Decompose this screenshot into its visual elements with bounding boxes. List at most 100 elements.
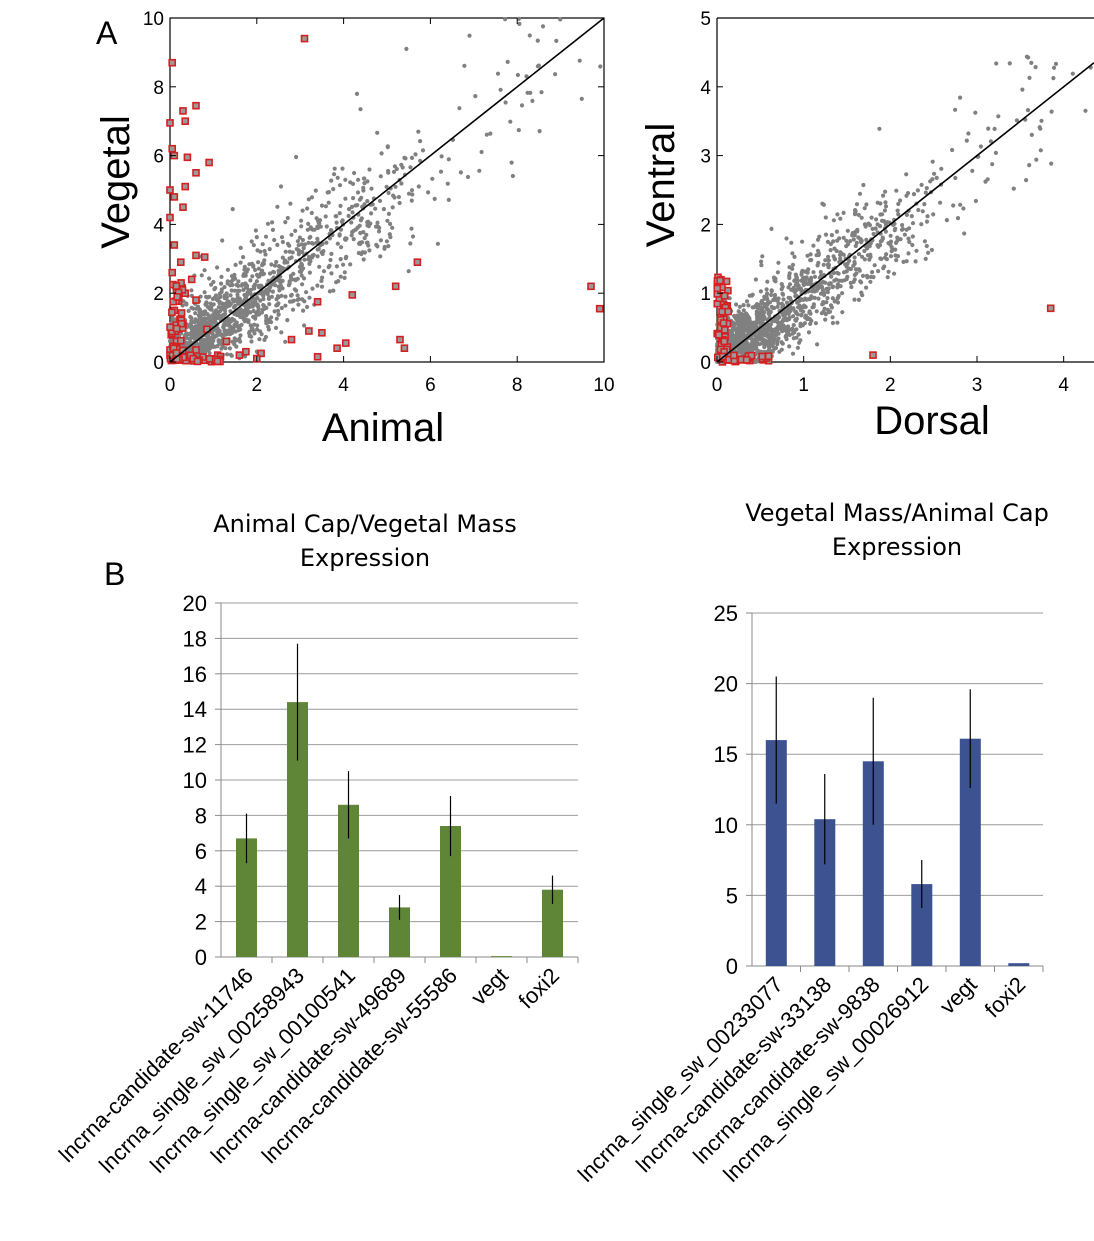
data-point: [409, 198, 414, 203]
data-point: [213, 285, 218, 291]
chart-title-line-1: Animal Cap/Vegetal Mass: [213, 510, 517, 538]
data-point: [274, 259, 279, 265]
data-point: [296, 243, 301, 248]
data-point: [830, 284, 836, 289]
data-point: [822, 306, 827, 311]
data-point: [736, 334, 742, 340]
data-point: [381, 207, 386, 212]
data-point: [361, 185, 366, 190]
data-point: [279, 235, 285, 240]
data-point: [251, 314, 256, 319]
data-point: [884, 252, 889, 257]
data-point: [338, 227, 344, 232]
data-point: [811, 302, 817, 307]
data-point: [794, 316, 799, 321]
data-point: [769, 288, 774, 293]
data-point: [354, 91, 360, 96]
data-point: [249, 239, 254, 244]
data-point: [310, 253, 315, 258]
data-point: [317, 264, 322, 269]
chart-title-line-2: Expression: [300, 544, 430, 572]
data-point: [835, 270, 840, 275]
data-point: [994, 61, 999, 66]
data-point: [856, 252, 862, 257]
data-point: [790, 266, 795, 271]
data-point: [773, 279, 778, 284]
data-point: [961, 206, 966, 211]
y-tick-label: 0: [153, 353, 164, 374]
data-point: [230, 316, 235, 321]
highlight-point: [724, 307, 732, 316]
data-point: [837, 259, 842, 265]
data-point: [304, 290, 309, 295]
data-point: [973, 110, 978, 115]
data-point: [335, 175, 340, 180]
data-point: [327, 289, 332, 294]
data-point: [823, 258, 828, 263]
data-point: [228, 293, 233, 298]
data-point: [931, 212, 936, 217]
data-point: [923, 256, 928, 261]
data-point: [823, 215, 828, 220]
data-point: [992, 126, 997, 131]
data-point: [309, 241, 314, 246]
data-point: [910, 234, 915, 239]
data-point: [733, 326, 738, 331]
data-point: [823, 232, 829, 237]
bar: [287, 702, 308, 957]
data-point: [870, 226, 875, 231]
data-point: [1051, 76, 1056, 81]
data-point: [378, 174, 383, 179]
highlight-point: [719, 319, 728, 327]
data-point: [853, 267, 859, 272]
data-point: [406, 269, 411, 274]
data-point: [537, 129, 542, 134]
data-point: [225, 281, 230, 286]
data-point: [788, 327, 793, 332]
data-point: [384, 239, 389, 244]
data-point: [772, 346, 777, 351]
data-point: [902, 232, 908, 237]
data-point: [821, 202, 827, 207]
data-point: [877, 126, 882, 131]
data-point: [834, 248, 839, 254]
y-tick-label: 25: [714, 601, 738, 626]
data-point: [780, 341, 785, 346]
highlight-point: [718, 307, 726, 316]
data-point: [760, 309, 765, 314]
data-point: [288, 201, 293, 206]
data-point: [280, 255, 285, 260]
data-point: [762, 345, 767, 350]
data-point: [812, 274, 818, 279]
data-point: [856, 297, 862, 302]
data-point: [536, 63, 541, 68]
highlight-point: [257, 349, 265, 358]
data-point: [332, 172, 337, 177]
data-point: [320, 275, 325, 280]
data-point: [919, 222, 924, 227]
data-point: [349, 220, 354, 225]
highlight-point: [179, 203, 187, 211]
data-point: [834, 229, 840, 234]
data-point: [985, 177, 990, 182]
data-point: [878, 212, 883, 217]
data-point: [232, 322, 237, 328]
data-point: [826, 262, 832, 267]
data-point: [225, 352, 230, 357]
highlight-point: [341, 339, 350, 347]
data-point: [445, 181, 450, 186]
data-point: [988, 139, 994, 144]
data-point: [741, 303, 746, 308]
x-tick-label: 0: [712, 375, 723, 396]
data-point: [754, 302, 760, 307]
highlight-point: [396, 335, 404, 344]
data-point: [784, 316, 789, 321]
data-point: [308, 234, 313, 240]
data-point: [229, 288, 234, 293]
data-point: [301, 246, 306, 251]
data-point: [409, 226, 414, 231]
data-point: [378, 238, 383, 243]
y-tick-label: 12: [183, 733, 207, 758]
data-point: [251, 296, 256, 301]
data-point: [877, 243, 883, 248]
